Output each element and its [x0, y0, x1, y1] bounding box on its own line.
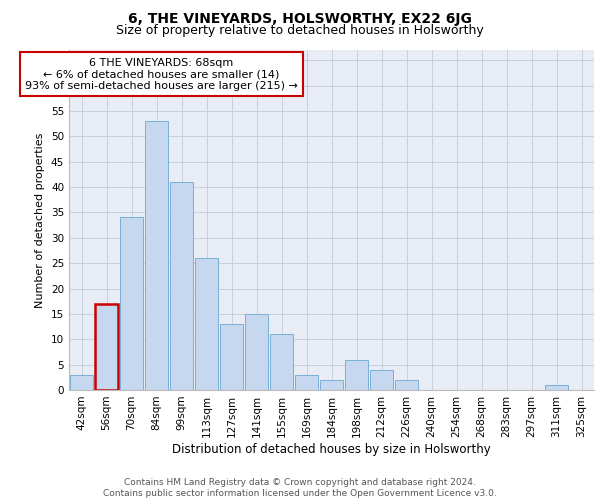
- Text: Size of property relative to detached houses in Holsworthy: Size of property relative to detached ho…: [116, 24, 484, 37]
- Bar: [320, 380, 343, 390]
- Bar: [270, 334, 293, 390]
- Bar: [345, 360, 368, 390]
- Text: 6 THE VINEYARDS: 68sqm
← 6% of detached houses are smaller (14)
93% of semi-deta: 6 THE VINEYARDS: 68sqm ← 6% of detached …: [25, 58, 298, 91]
- Bar: [220, 324, 243, 390]
- Bar: [395, 380, 418, 390]
- Bar: [170, 182, 193, 390]
- Bar: [120, 218, 143, 390]
- X-axis label: Distribution of detached houses by size in Holsworthy: Distribution of detached houses by size …: [172, 442, 491, 456]
- Bar: [545, 385, 568, 390]
- Bar: [95, 304, 118, 390]
- Bar: [370, 370, 393, 390]
- Y-axis label: Number of detached properties: Number of detached properties: [35, 132, 46, 308]
- Text: 6, THE VINEYARDS, HOLSWORTHY, EX22 6JG: 6, THE VINEYARDS, HOLSWORTHY, EX22 6JG: [128, 12, 472, 26]
- Bar: [70, 375, 93, 390]
- Bar: [195, 258, 218, 390]
- Bar: [245, 314, 268, 390]
- Bar: [145, 121, 168, 390]
- Text: Contains HM Land Registry data © Crown copyright and database right 2024.
Contai: Contains HM Land Registry data © Crown c…: [103, 478, 497, 498]
- Bar: [295, 375, 318, 390]
